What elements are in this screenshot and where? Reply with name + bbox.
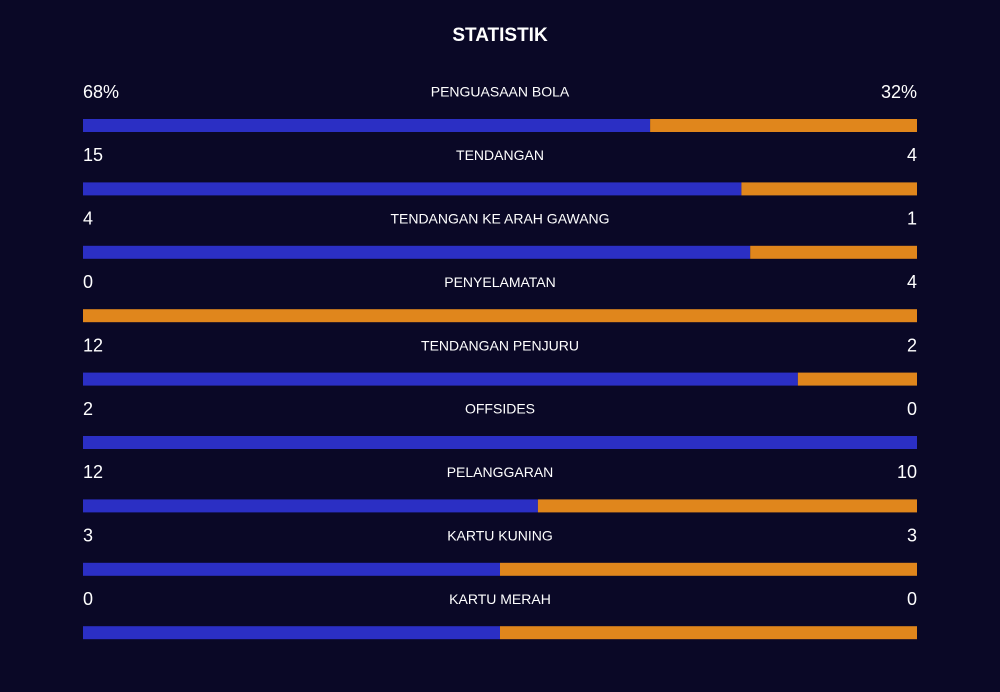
away-bar [650,119,917,132]
stat-label: TENDANGAN PENJURU [421,337,579,353]
stat-label: PELANGGARAN [447,464,554,480]
home-bar [83,562,500,576]
home-value: 12 [83,335,103,355]
away-value: 4 [907,145,917,165]
home-value: 12 [83,462,103,482]
stat-label: KARTU MERAH [449,591,551,607]
away-bar [797,372,917,386]
home-value: 2 [83,399,93,419]
stat-label: TENDANGAN [456,147,544,163]
home-value: 3 [83,526,93,546]
stat-label: OFFSIDES [465,401,535,417]
home-value: 0 [83,272,93,292]
away-bar [750,245,917,259]
home-value: 4 [83,209,93,229]
away-value: 2 [907,335,917,355]
away-value: 0 [907,399,917,419]
away-bar [500,626,917,640]
away-bar [741,182,917,196]
home-bar [83,119,651,132]
away-value: 10 [897,462,917,482]
home-bar [83,182,742,196]
stat-label: TENDANGAN KE ARAH GAWANG [390,211,609,227]
stat-label: PENYELAMATAN [444,274,556,290]
stat-label: KARTU KUNING [447,528,553,544]
away-value: 32% [881,82,917,102]
home-value: 68% [83,82,119,102]
home-bar [83,245,751,259]
away-value: 4 [907,272,917,292]
away-bar [537,499,917,513]
home-bar [83,436,917,449]
stat-label: PENGUASAAN BOLA [431,84,570,100]
away-value: 1 [907,209,917,229]
home-bar [83,499,538,513]
away-value: 3 [907,526,917,546]
home-bar [83,372,798,386]
away-bar [500,562,917,576]
home-bar [83,626,500,640]
home-value: 15 [83,145,103,165]
home-value: 0 [83,589,93,609]
away-bar [83,309,917,323]
away-value: 0 [907,589,917,609]
title: STATISTIK [452,25,548,46]
